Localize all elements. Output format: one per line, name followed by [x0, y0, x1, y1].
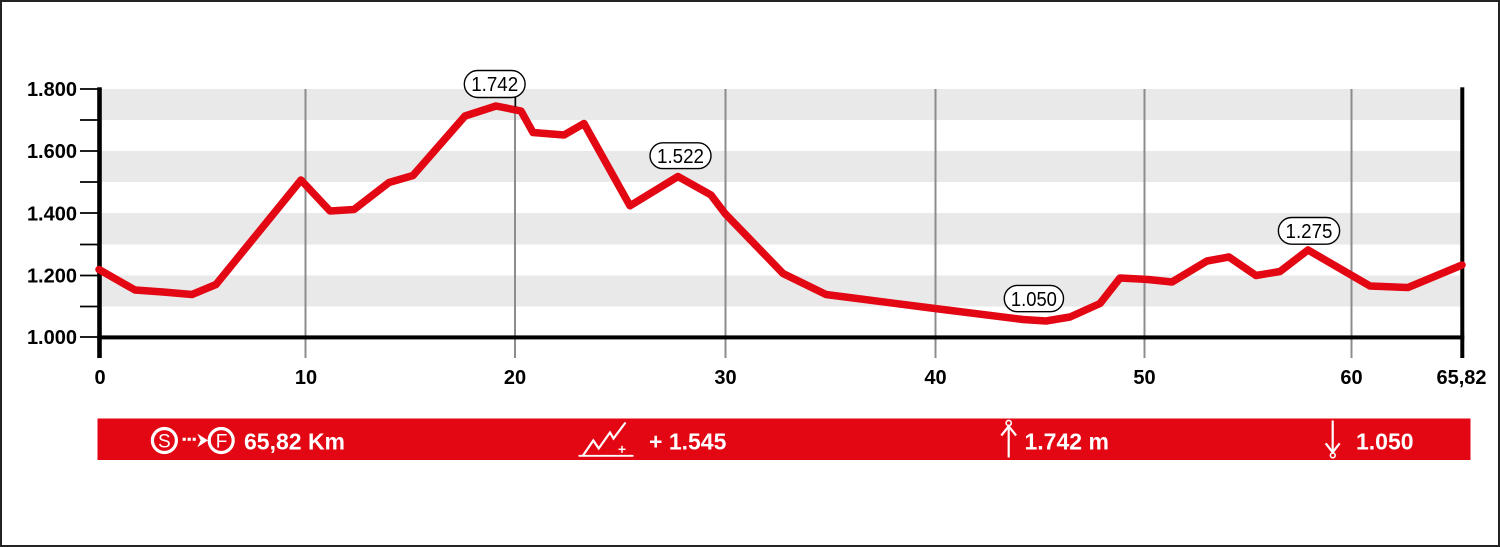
svg-text:1.600: 1.600 — [27, 141, 77, 163]
svg-text:50: 50 — [1133, 367, 1155, 389]
svg-text:F: F — [216, 431, 228, 452]
svg-text:0: 0 — [94, 367, 105, 389]
svg-text:+ 1.545: + 1.545 — [649, 429, 727, 455]
svg-text:65,82 Km: 65,82 Km — [244, 429, 345, 455]
svg-text:10: 10 — [295, 367, 317, 389]
svg-text:1.800: 1.800 — [27, 79, 77, 101]
svg-text:65,82: 65,82 — [1436, 367, 1486, 389]
svg-text:30: 30 — [714, 367, 736, 389]
svg-text:1.742 m: 1.742 m — [1025, 429, 1109, 455]
svg-text:1.050: 1.050 — [1011, 289, 1057, 311]
svg-text:40: 40 — [924, 367, 946, 389]
svg-text:20: 20 — [504, 367, 526, 389]
svg-text:1.742: 1.742 — [471, 74, 518, 96]
svg-text:1.200: 1.200 — [27, 266, 77, 288]
svg-text:1.400: 1.400 — [27, 204, 77, 226]
svg-text:1.275: 1.275 — [1286, 221, 1333, 243]
svg-text:60: 60 — [1340, 367, 1362, 389]
svg-text:1.050: 1.050 — [1356, 429, 1414, 455]
svg-text:1.000: 1.000 — [27, 327, 77, 349]
svg-text:S: S — [158, 431, 171, 452]
svg-text:1.522: 1.522 — [657, 146, 704, 168]
